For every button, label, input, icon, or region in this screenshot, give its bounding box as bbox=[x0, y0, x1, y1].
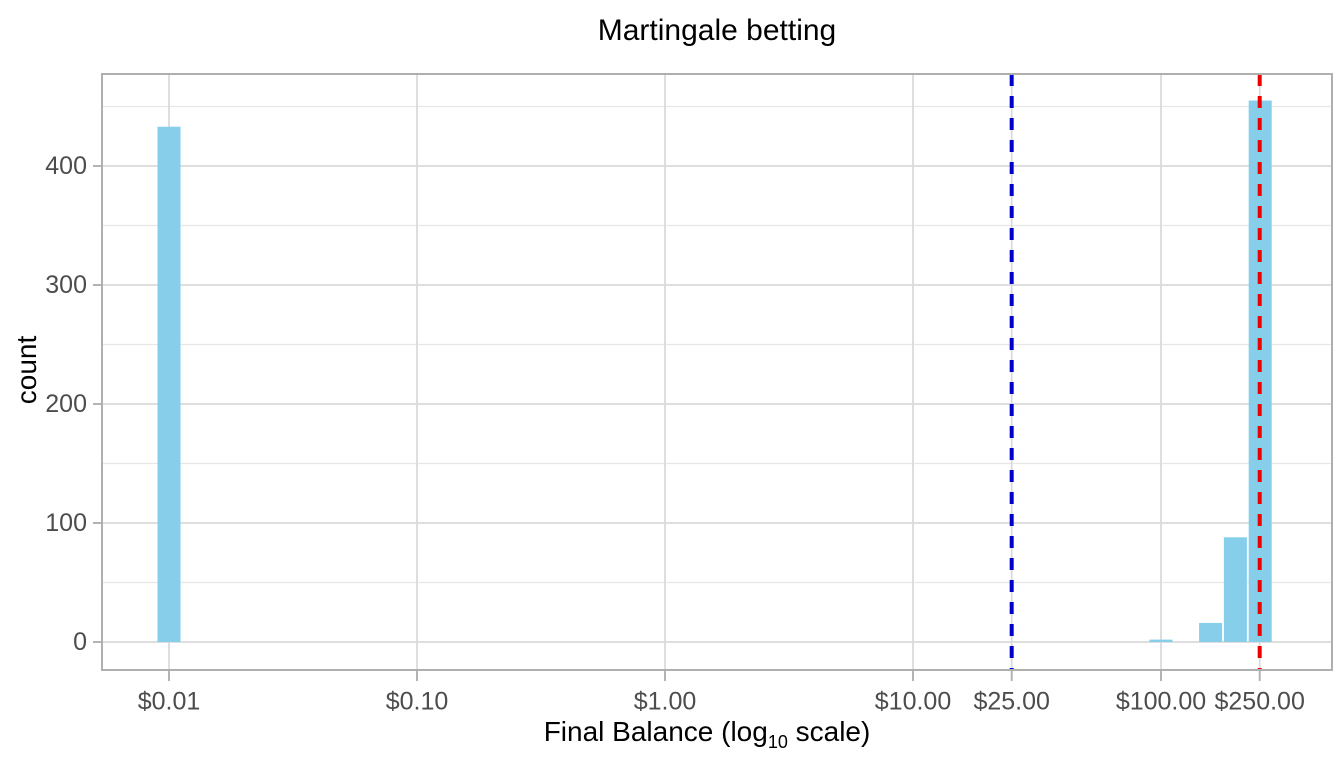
x-axis-title: Final Balance (log10 scale) bbox=[102, 716, 1312, 752]
histogram-bar bbox=[1223, 537, 1247, 642]
x-tick-label: $25.00 bbox=[973, 688, 1049, 716]
x-axis-title-text: Final Balance (log bbox=[543, 716, 768, 747]
y-tick-label: 200 bbox=[45, 390, 87, 418]
histogram-bar bbox=[1149, 639, 1173, 642]
x-tick-label: $1.00 bbox=[634, 688, 697, 716]
y-axis-title: count bbox=[11, 335, 42, 405]
y-tick-label: 300 bbox=[45, 271, 87, 299]
panel-background bbox=[102, 74, 1332, 670]
x-axis-title-suffix: scale) bbox=[787, 716, 871, 747]
x-tick-label: $0.01 bbox=[138, 688, 201, 716]
x-tick-label: $10.00 bbox=[875, 688, 951, 716]
y-tick-label: 400 bbox=[45, 152, 87, 180]
x-axis-title-subscript: 10 bbox=[767, 732, 788, 752]
panel-border bbox=[101, 73, 1333, 671]
y-tick-label: 100 bbox=[45, 509, 87, 537]
histogram-bar bbox=[157, 126, 181, 643]
histogram-bar bbox=[1199, 622, 1223, 642]
x-tick-label: $250.00 bbox=[1215, 688, 1305, 716]
y-tick-label: 0 bbox=[73, 628, 87, 656]
x-tick-label: $0.10 bbox=[386, 688, 449, 716]
x-tick-label: $100.00 bbox=[1116, 688, 1206, 716]
chart-title: Martingale betting bbox=[597, 14, 837, 47]
